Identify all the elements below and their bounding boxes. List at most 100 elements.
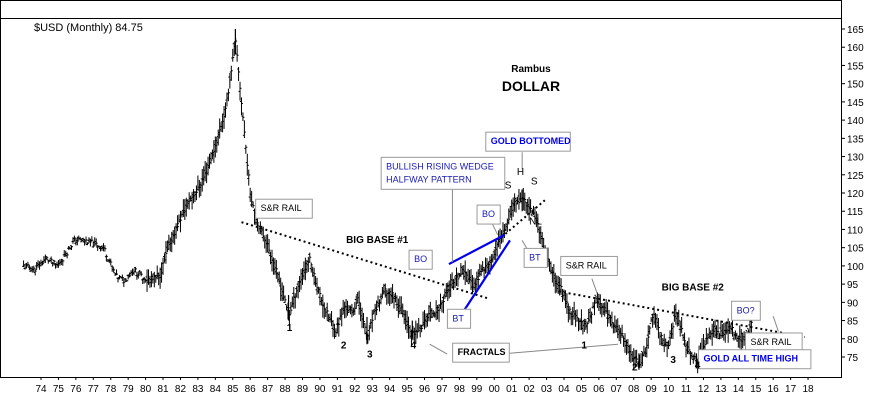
x-tick-label: 88 [280, 384, 292, 395]
annotation-box [408, 249, 433, 270]
x-tick-label: 05 [576, 384, 588, 395]
annotation-box [731, 300, 761, 321]
x-tick-label: 91 [332, 384, 344, 395]
ticker-label: $USD (Monthly) 84.75 [34, 22, 143, 34]
annotation-text: S&R RAIL [261, 203, 302, 213]
annotation-text: BIG BASE #1 [346, 235, 409, 246]
y-tick-label: 75 [847, 353, 859, 364]
x-tick-label: 87 [262, 384, 274, 395]
x-tick-label: 81 [157, 384, 169, 395]
x-tick-label: 04 [558, 384, 570, 395]
x-tick-label: 89 [297, 384, 309, 395]
annotation-box [697, 349, 812, 370]
trendline [448, 233, 506, 266]
x-tick-label: 83 [192, 384, 204, 395]
annotation-sr2: S&R RAIL [560, 255, 618, 276]
annotation-bo1: BO [408, 249, 433, 270]
x-tick-label: 17 [785, 384, 797, 395]
callout-pointer [772, 316, 779, 332]
annotation-s1: S [505, 181, 512, 192]
annotation-bb1: BIG BASE #1 [346, 235, 409, 246]
x-tick-label: 14 [733, 384, 745, 395]
plot-frame [0, 0, 842, 378]
annotation-gold_bottomed: GOLD BOTTOMED [485, 131, 571, 152]
annotation-bt1: BT [446, 308, 472, 329]
x-tick-label: 98 [454, 384, 466, 395]
x-tick-label: 97 [436, 384, 448, 395]
annotation-box [380, 156, 506, 190]
x-tick-label: 09 [646, 384, 658, 395]
annotation-f2a: 2 [341, 341, 347, 352]
annotation-f1b: 1 [581, 341, 587, 352]
annotation-sr3: S&R RAIL [745, 332, 803, 353]
y-tick-label: 140 [847, 116, 864, 127]
y-tick-label: 125 [847, 171, 864, 182]
annotation-text: HALFWAY PATTERN [386, 174, 472, 184]
annotation-sr1: S&R RAIL [255, 198, 313, 219]
callout-pointer [591, 278, 598, 294]
annotation-gold_ath: GOLD ALL TIME HIGH [697, 349, 812, 370]
annotation-text: FRACTALS [458, 347, 506, 357]
annotation-text: BT [529, 252, 541, 262]
annotation-box [255, 198, 313, 219]
trendline [497, 199, 546, 242]
y-tick-label: 100 [847, 262, 864, 273]
x-tick-label: 95 [402, 384, 414, 395]
annotation-text: S&R RAIL [566, 260, 607, 270]
annotation-text: H [517, 167, 524, 178]
x-tick-label: 84 [210, 384, 222, 395]
x-tick-label: 15 [750, 384, 762, 395]
y-tick-label: 135 [847, 134, 864, 145]
x-tick-label: 96 [419, 384, 431, 395]
x-tick-label: 13 [715, 384, 727, 395]
trendline [558, 290, 805, 338]
annotation-s2: S [531, 176, 538, 187]
annotation-box [523, 247, 548, 268]
x-tick-label: 79 [123, 384, 135, 395]
annotation-f4b: 4 [695, 361, 701, 372]
annotation-text: 3 [367, 350, 373, 361]
annotation-text: S [505, 181, 512, 192]
x-tick-label: 99 [471, 384, 483, 395]
y-tick-label: 95 [847, 280, 859, 291]
annotation-text: BO? [737, 305, 755, 315]
annotation-fractals: FRACTALS [452, 342, 510, 363]
annotation-text: 4 [695, 361, 701, 372]
annotation-text: 1 [287, 323, 293, 334]
chart-title: DOLLAR [502, 78, 560, 94]
y-tick-label: 145 [847, 98, 864, 109]
annotation-text: S&R RAIL [751, 337, 792, 347]
trendline [241, 221, 490, 300]
y-tick-label: 130 [847, 153, 864, 164]
x-tick-label: 02 [524, 384, 536, 395]
annotation-bo2: BO [476, 204, 501, 225]
x-tick-label: 76 [70, 384, 82, 395]
x-tick-label: 90 [314, 384, 326, 395]
annotation-text: BO [482, 209, 495, 219]
x-tick-label: 08 [628, 384, 640, 395]
x-tick-label: 92 [349, 384, 361, 395]
x-tick-label: 07 [611, 384, 623, 395]
annotation-text: GOLD ALL TIME HIGH [703, 354, 798, 364]
y-tick-label: 115 [847, 207, 863, 218]
y-tick-label: 160 [847, 43, 864, 54]
annotation-bb2: BIG BASE #2 [662, 283, 725, 294]
annotation-box [452, 342, 510, 363]
x-tick-label: 75 [53, 384, 65, 395]
x-tick-label: 03 [541, 384, 553, 395]
x-tick-label: 18 [802, 384, 814, 395]
x-tick-label: 16 [768, 384, 780, 395]
x-tick-label: 94 [384, 384, 396, 395]
trendline [463, 239, 511, 311]
annotation-text: BULLISH RISING WEDGE [386, 161, 494, 171]
y-tick-label: 120 [847, 189, 864, 200]
annotation-text: BIG BASE #2 [662, 283, 725, 294]
chart-subtitle: Rambus [511, 64, 551, 75]
x-tick-label: 77 [88, 384, 100, 395]
y-tick-label: 155 [847, 61, 864, 72]
x-tick-label: 85 [227, 384, 239, 395]
callout-pointer [499, 343, 619, 355]
annotation-nl: NL [529, 216, 542, 227]
annotation-text: 2 [632, 362, 638, 373]
